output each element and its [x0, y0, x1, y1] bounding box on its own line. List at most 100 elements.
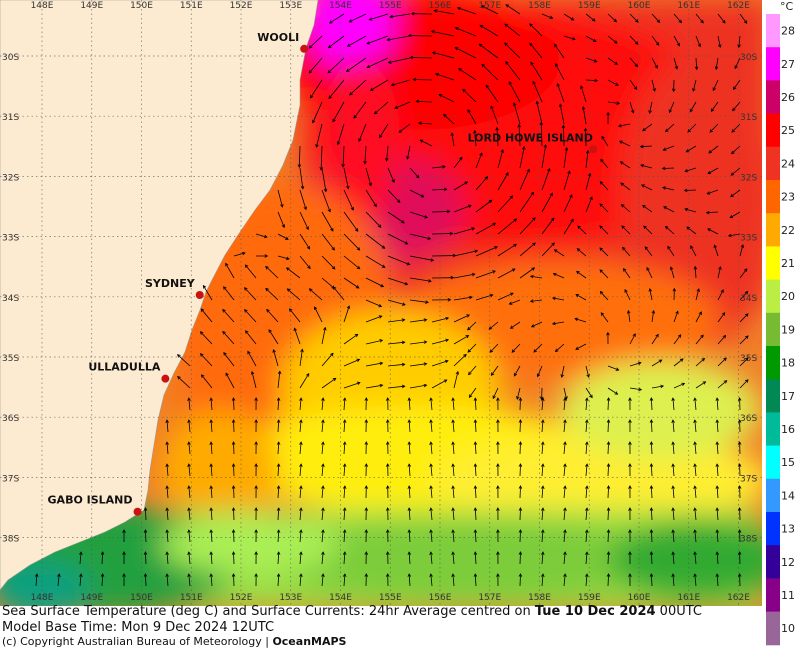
- lat-tick-label: 32S: [2, 173, 19, 183]
- current-arrow: [233, 530, 234, 542]
- place-label: WOOLI: [257, 31, 299, 44]
- lon-tick-label: 150E: [130, 593, 153, 603]
- lon-tick-label: 158E: [528, 593, 551, 603]
- lon-tick-label: 156E: [429, 1, 452, 11]
- lon-tick-label: 158E: [528, 1, 551, 11]
- lat-tick-label: 31S: [740, 113, 757, 123]
- lat-tick-label: 35S: [740, 354, 757, 364]
- legend-level-label: 10: [781, 622, 795, 635]
- legend-swatch: [766, 512, 780, 546]
- lon-tick-label: 149E: [80, 1, 103, 11]
- caption-base-time: Model Base Time: Mon 9 Dec 2024 12UTC: [2, 620, 762, 635]
- legend-level-label: 12: [781, 556, 795, 569]
- legend-level-label: 25: [781, 124, 795, 137]
- current-arrow: [520, 486, 521, 498]
- legend-swatch: [766, 114, 780, 148]
- legend-level-label: 16: [781, 423, 795, 436]
- legend-level-label: 13: [781, 523, 795, 536]
- legend-level-label: 17: [781, 390, 795, 403]
- lon-tick-label: 159E: [578, 593, 601, 603]
- place-label: GABO ISLAND: [48, 494, 133, 507]
- legend-level-label: 20: [781, 290, 795, 303]
- lat-tick-label: 30S: [740, 53, 757, 63]
- oceanmaps-brand: OceanMAPS: [272, 635, 346, 648]
- current-arrow: [233, 574, 234, 586]
- legend-level-label: 24: [781, 157, 795, 170]
- current-arrow: [520, 398, 521, 410]
- legend-level-label: 15: [781, 456, 795, 469]
- current-arrow: [233, 442, 234, 454]
- lat-tick-label: 34S: [740, 294, 757, 304]
- lat-tick-label: 30S: [2, 53, 19, 63]
- current-arrow: [233, 508, 234, 520]
- caption-title: Sea Surface Temperature (deg C) and Surf…: [2, 604, 762, 620]
- legend-swatch: [766, 180, 780, 214]
- place-marker-dot: [300, 45, 308, 53]
- current-arrow: [233, 464, 234, 476]
- place-marker-dot: [134, 508, 142, 516]
- legend-level-label: 21: [781, 257, 795, 270]
- legend-swatch: [766, 479, 780, 513]
- caption-copyright: (c) Copyright Australian Bureau of Meteo…: [2, 635, 762, 649]
- legend-swatch: [766, 446, 780, 480]
- lon-tick-label: 161E: [677, 593, 700, 603]
- lat-tick-label: 38S: [2, 535, 19, 545]
- current-arrow: [413, 79, 432, 80]
- lon-tick-label: 155E: [379, 1, 402, 11]
- lon-tick-label: 150E: [130, 1, 153, 11]
- legend-swatch: [766, 80, 780, 114]
- legend-canvas: °C 2827262524232221201918171615141312111…: [766, 0, 800, 652]
- lon-tick-label: 160E: [628, 593, 651, 603]
- legend-swatch: [766, 578, 780, 612]
- current-arrow: [520, 574, 521, 586]
- legend-swatch: [766, 612, 780, 646]
- current-arrow: [233, 420, 234, 432]
- lat-tick-label: 38S: [740, 535, 757, 545]
- legend-swatch: [766, 14, 780, 48]
- legend-level-label: 26: [781, 91, 795, 104]
- caption-time: 00UTC: [656, 604, 702, 619]
- place-marker-dot: [196, 291, 204, 299]
- lon-tick-label: 149E: [80, 593, 103, 603]
- lon-tick-label: 159E: [578, 1, 601, 11]
- legend-level-label: 28: [781, 25, 795, 38]
- lat-tick-label: 32S: [740, 173, 757, 183]
- lon-tick-label: 154E: [329, 593, 352, 603]
- lon-tick-label: 154E: [329, 1, 352, 11]
- lat-tick-label: 35S: [2, 354, 19, 364]
- copyright-text: (c) Copyright Australian Bureau of Meteo…: [2, 635, 272, 648]
- lon-tick-label: 155E: [379, 593, 402, 603]
- legend-swatch: [766, 147, 780, 181]
- lon-tick-label: 151E: [180, 593, 203, 603]
- lat-tick-label: 36S: [2, 414, 19, 424]
- lon-tick-label: 152E: [230, 1, 253, 11]
- legend-level-label: 18: [781, 357, 795, 370]
- place-label: SYDNEY: [145, 277, 196, 290]
- lon-tick-label: 162E: [727, 593, 750, 603]
- lon-tick-label: 160E: [628, 1, 651, 11]
- current-arrow: [432, 211, 450, 212]
- lon-tick-label: 151E: [180, 1, 203, 11]
- legend-swatch: [766, 246, 780, 280]
- lat-tick-label: 37S: [2, 474, 19, 484]
- current-arrow: [520, 530, 521, 542]
- lon-tick-label: 152E: [230, 593, 253, 603]
- lat-tick-label: 33S: [740, 234, 757, 244]
- current-arrow: [520, 508, 521, 520]
- legend-swatch: [766, 280, 780, 314]
- legend-level-label: 23: [781, 191, 795, 204]
- current-arrow: [233, 398, 234, 410]
- lon-tick-label: 153E: [279, 593, 302, 603]
- legend-level-label: 22: [781, 224, 795, 237]
- lon-tick-label: 153E: [279, 1, 302, 11]
- lat-tick-label: 31S: [2, 113, 19, 123]
- lat-tick-label: 37S: [740, 474, 757, 484]
- caption: Sea Surface Temperature (deg C) and Surf…: [2, 604, 762, 649]
- lon-tick-label: 161E: [677, 1, 700, 11]
- caption-title-text: Sea Surface Temperature (deg C) and Surf…: [2, 604, 535, 619]
- current-arrow: [520, 442, 521, 454]
- lon-tick-label: 148E: [31, 593, 54, 603]
- legend-swatch: [766, 346, 780, 380]
